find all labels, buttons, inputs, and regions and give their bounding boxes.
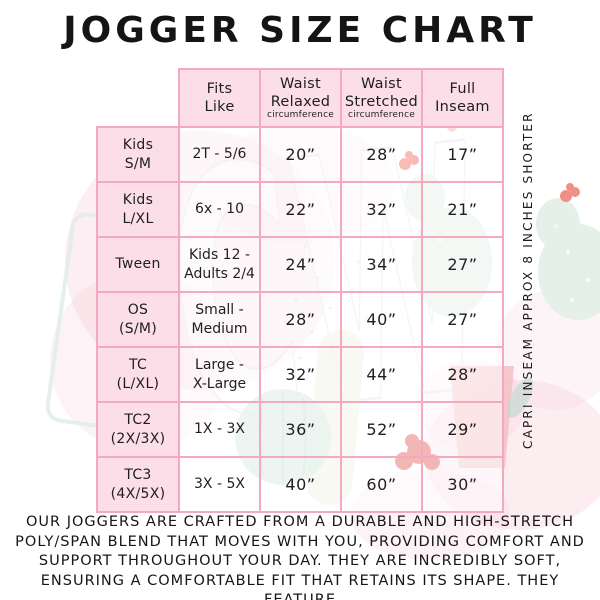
capri-inseam-note: CAPRI INSEAM APPROX 8 INCHES SHORTER bbox=[521, 111, 535, 449]
table-row: Tween Kids 12 - Adults 2/4 24” 34” 27” bbox=[96, 236, 504, 293]
table-cell: 17” bbox=[421, 126, 504, 183]
table-cell: 28” bbox=[259, 291, 342, 348]
table-cell: 27” bbox=[421, 236, 504, 293]
table-cell: 6x - 10 bbox=[178, 181, 261, 238]
table-row: TC (L/XL) Large - X-Large 32” 44” 28” bbox=[96, 346, 504, 403]
table-cell: 30” bbox=[421, 456, 504, 513]
row-label: Kids S/M bbox=[96, 126, 180, 183]
table-row: Kids S/M 2T - 5/6 20” 28” 17” bbox=[96, 126, 504, 183]
row-label: TC2 (2X/3X) bbox=[96, 401, 180, 458]
table-cell: 34” bbox=[340, 236, 423, 293]
table-cell: 22” bbox=[259, 181, 342, 238]
table-cell: 40” bbox=[259, 456, 342, 513]
column-header-full-inseam: Full Inseam bbox=[421, 68, 504, 128]
page-title: JOGGER SIZE CHART bbox=[63, 10, 537, 51]
table-cell: 40” bbox=[340, 291, 423, 348]
column-header-waist-relaxed: Waist Relaxed circumference bbox=[259, 68, 342, 128]
table-cell: 1X - 3X bbox=[178, 401, 261, 458]
row-label: Kids L/XL bbox=[96, 181, 180, 238]
table-row: TC3 (4X/5X) 3X - 5X 40” 60” 30” bbox=[96, 456, 504, 513]
table-header-row: Fits Like Waist Relaxed circumference Wai… bbox=[97, 68, 504, 128]
table-cell: 3X - 5X bbox=[178, 456, 261, 513]
table-cell: 60” bbox=[340, 456, 423, 513]
table-cell: 52” bbox=[340, 401, 423, 458]
prickly-pear-cactus bbox=[536, 183, 600, 320]
table-cell: 36” bbox=[259, 401, 342, 458]
table-cell: 29” bbox=[421, 401, 504, 458]
cactus-flower bbox=[560, 183, 580, 202]
row-label: TC3 (4X/5X) bbox=[96, 456, 180, 513]
table-cell: Kids 12 - Adults 2/4 bbox=[178, 236, 261, 293]
table-cell: 21” bbox=[421, 181, 504, 238]
table-row: OS (S/M) Small - Medium 28” 40” 27” bbox=[96, 291, 504, 348]
table-cell: 27” bbox=[421, 291, 504, 348]
row-label: Tween bbox=[96, 236, 180, 293]
table-cell: 32” bbox=[259, 346, 342, 403]
column-header-waist-stretched: Waist Stretched circumference bbox=[340, 68, 423, 128]
table-cell: 20” bbox=[259, 126, 342, 183]
table-cell: 28” bbox=[340, 126, 423, 183]
jogger-size-table: Fits Like Waist Relaxed circumference Wai… bbox=[96, 68, 504, 513]
table-row: Kids L/XL 6x - 10 22” 32” 21” bbox=[96, 181, 504, 238]
row-label: OS (S/M) bbox=[96, 291, 180, 348]
column-header-fits-like: Fits Like bbox=[178, 68, 261, 128]
product-description: OUR JOGGERS ARE CRAFTED FROM A DURABLE A… bbox=[15, 514, 585, 600]
table-cell: 32” bbox=[340, 181, 423, 238]
table-cell: 44” bbox=[340, 346, 423, 403]
table-cell: Large - X-Large bbox=[178, 346, 261, 403]
corner-cell bbox=[97, 69, 179, 127]
row-label: TC (L/XL) bbox=[96, 346, 180, 403]
table-row: TC2 (2X/3X) 1X - 3X 36” 52” 29” bbox=[96, 401, 504, 458]
table-cell: Small - Medium bbox=[178, 291, 261, 348]
table-cell: 24” bbox=[259, 236, 342, 293]
table-cell: 28” bbox=[421, 346, 504, 403]
table-cell: 2T - 5/6 bbox=[178, 126, 261, 183]
